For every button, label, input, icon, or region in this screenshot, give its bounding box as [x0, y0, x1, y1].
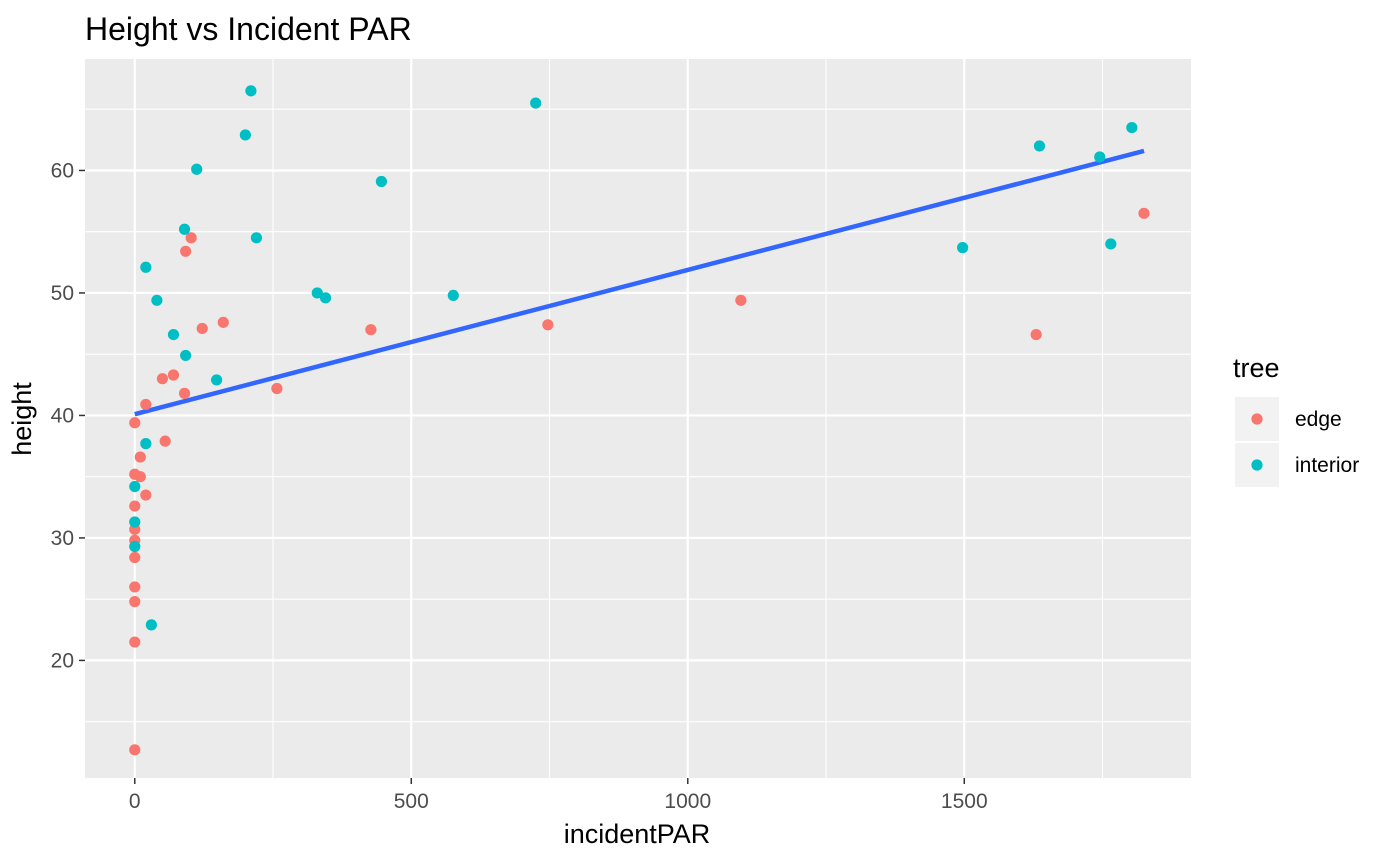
y-tick-label: 20	[51, 649, 74, 672]
point-edge	[159, 435, 171, 447]
point-edge	[180, 245, 192, 257]
point-edge	[1030, 328, 1042, 341]
major-gridlines	[85, 59, 1191, 778]
point-edge	[178, 387, 191, 399]
x-axis-ticks: 0 500 1000 1500	[129, 778, 988, 813]
point-edge	[129, 636, 141, 648]
point-interior	[530, 97, 542, 109]
point-edge	[129, 596, 141, 608]
point-interior	[375, 175, 388, 188]
y-tick-label: 40	[51, 404, 74, 427]
point-edge	[196, 322, 208, 335]
y-axis-title: height	[7, 382, 37, 456]
point-edge	[129, 581, 141, 593]
legend-swatch-edge	[1251, 413, 1263, 425]
point-interior	[167, 328, 180, 341]
point-interior	[239, 129, 251, 141]
point-interior	[311, 287, 323, 299]
point-edge	[129, 551, 141, 564]
point-interior	[191, 163, 203, 175]
point-interior	[1126, 121, 1138, 134]
point-interior	[151, 294, 163, 306]
point-interior	[211, 374, 223, 386]
point-interior	[1033, 140, 1046, 152]
legend-label-edge: edge	[1295, 408, 1342, 431]
legend-title: tree	[1233, 353, 1280, 383]
point-edge	[129, 744, 141, 756]
trend-line	[134, 148, 1145, 417]
chart-title: Height vs Incident PAR	[85, 11, 412, 47]
point-interior	[129, 480, 141, 493]
x-tick-label: 1500	[941, 790, 988, 813]
point-interior	[319, 292, 332, 304]
point-edge	[156, 373, 169, 385]
y-axis-ticks: 20 30 40 50 60	[51, 159, 85, 672]
point-edge	[167, 369, 180, 381]
point-interior	[140, 261, 152, 273]
legend-swatch-interior	[1251, 459, 1263, 471]
trend-line-group	[134, 148, 1145, 417]
point-edge	[185, 232, 197, 244]
minor-gridlines	[85, 59, 1191, 778]
point-interior	[447, 289, 459, 302]
plot-panel	[85, 59, 1191, 778]
point-interior	[245, 85, 257, 97]
point-interior	[178, 223, 191, 235]
legend: tree edge interior	[1233, 353, 1359, 487]
x-tick-label: 500	[394, 790, 429, 813]
point-interior	[129, 540, 141, 553]
point-interior	[957, 242, 969, 254]
point-interior	[1105, 238, 1117, 250]
point-edge	[129, 500, 141, 512]
x-tick-label: 1000	[664, 790, 711, 813]
y-tick-label: 60	[51, 159, 74, 182]
point-interior	[129, 516, 141, 528]
y-tick-label: 30	[51, 527, 74, 550]
point-edge	[134, 471, 146, 483]
point-interior	[145, 619, 157, 631]
point-edge	[140, 489, 152, 501]
x-tick-label: 0	[129, 790, 141, 813]
point-edge	[271, 382, 283, 395]
point-edge	[217, 316, 229, 328]
point-interior	[1094, 151, 1106, 163]
point-edge	[735, 294, 747, 306]
point-interior	[180, 349, 192, 362]
legend-label-interior: interior	[1295, 454, 1359, 477]
point-edge	[1138, 207, 1150, 219]
point-edge	[365, 324, 377, 336]
point-edge	[140, 398, 152, 411]
y-tick-label: 50	[51, 282, 74, 305]
point-edge	[134, 451, 146, 463]
x-axis-title: incidentPAR	[564, 819, 711, 849]
point-edge	[542, 319, 554, 331]
point-interior	[140, 438, 152, 450]
point-edge	[129, 417, 141, 429]
data-points	[129, 85, 1150, 756]
point-interior	[250, 232, 263, 244]
